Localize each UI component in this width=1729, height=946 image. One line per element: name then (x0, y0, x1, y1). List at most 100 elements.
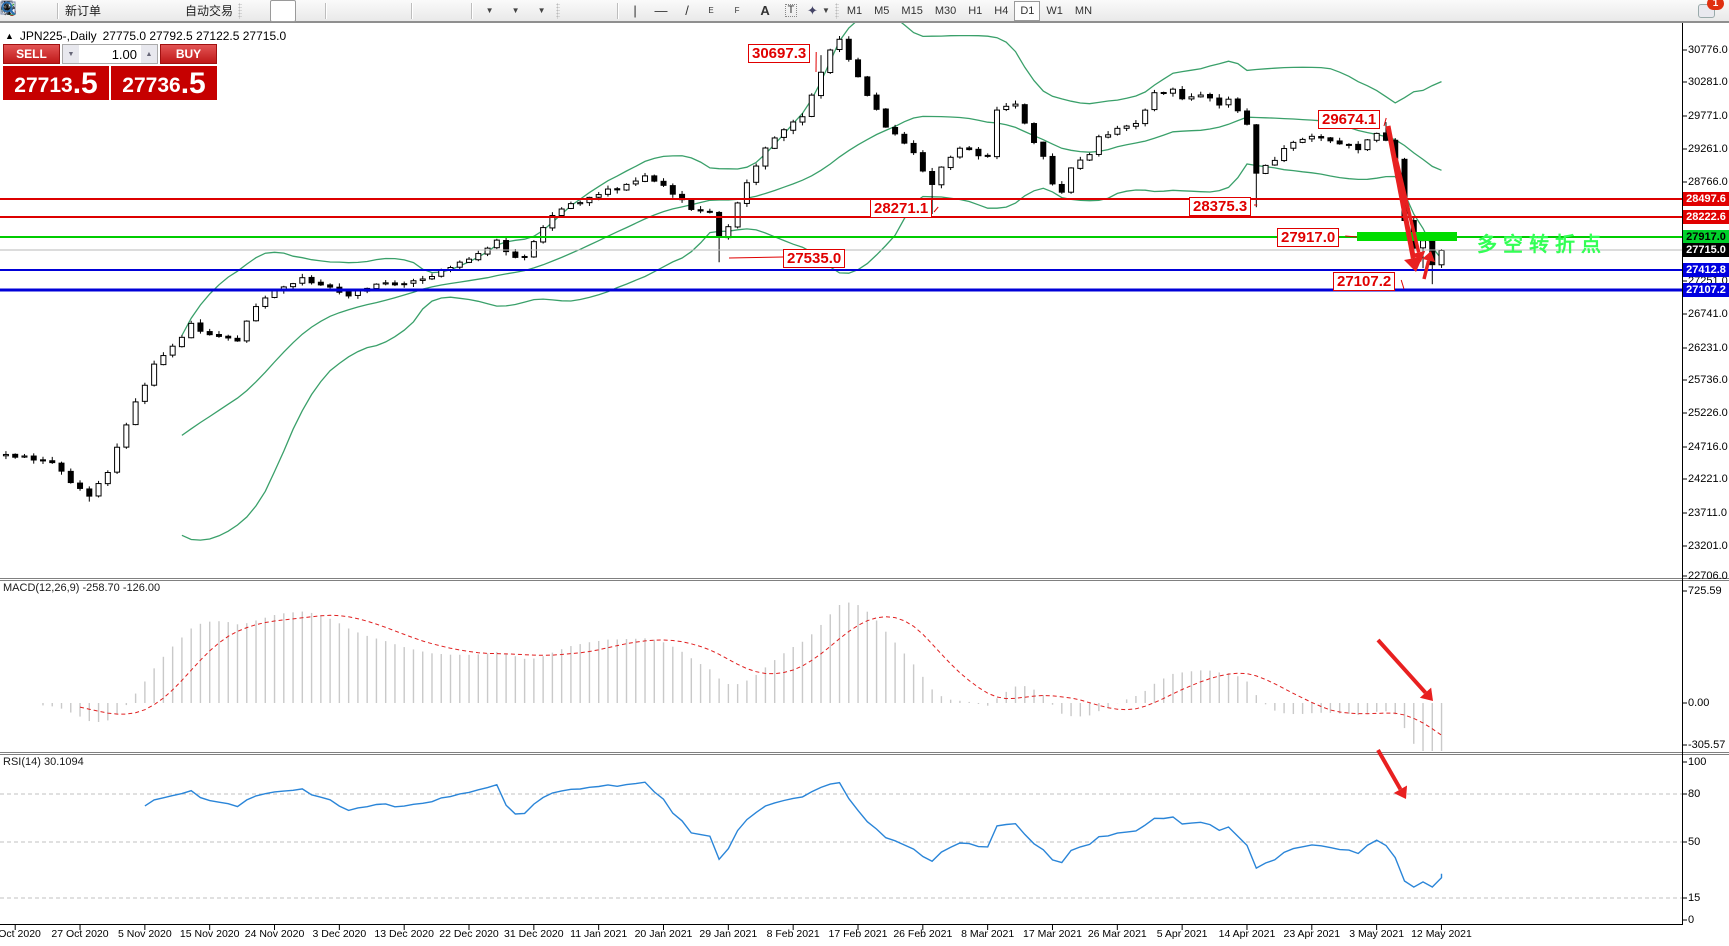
trendline-tool-button[interactable]: / (674, 0, 700, 22)
annotation-box[interactable]: 28271.1 (870, 199, 933, 218)
indicators-caret-icon[interactable]: ▼ (485, 6, 494, 15)
rsi-tick-label: 15 (1688, 892, 1701, 904)
date-label: 8 Mar 2021 (961, 928, 1015, 940)
toolbar-grip (834, 2, 839, 19)
expert-advisors-button[interactable] (0, 0, 156, 22)
shapes-icon: ✦ (807, 3, 818, 18)
date-label: 12 May 2021 (1411, 928, 1472, 940)
date-label: 3 May 2021 (1349, 928, 1405, 940)
macd-tick-label: 725.59 (1688, 585, 1722, 597)
periods-caret-icon[interactable]: ▼ (511, 6, 520, 15)
rsi-tick-label: 100 (1688, 756, 1707, 768)
annotation-box[interactable]: 30697.3 (748, 44, 811, 63)
toolbar-separator (57, 2, 59, 19)
tf-button-h1[interactable]: H1 (968, 4, 983, 17)
toolbar-grip (556, 2, 561, 19)
buy-price-int: 27736 (122, 74, 181, 97)
price-badge: 27715.0 (1683, 243, 1729, 257)
date-label: 3 Dec 2020 (312, 928, 367, 940)
date-label: 5 Apr 2021 (1156, 928, 1208, 940)
price-tick-label: 23201.0 (1688, 540, 1728, 552)
templates-button[interactable]: ▼ (0, 0, 554, 22)
date-label: 24 Nov 2020 (244, 928, 305, 940)
sell-price-int: 27713 (14, 74, 73, 97)
text-label-tool-button[interactable]: T (778, 0, 804, 22)
toolbar-separator (617, 2, 620, 19)
chart-ohlc-header: ▲ JPN225-,Daily 27775.0 27792.5 27122.5 … (5, 29, 286, 43)
price-tick-label: 25226.0 (1688, 407, 1728, 419)
price-tick-label: 24221.0 (1688, 473, 1728, 485)
price-tick-label: 29261.0 (1688, 143, 1728, 155)
date-label: 17 Feb 2021 (828, 928, 888, 940)
date-label: 23 Apr 2021 (1283, 928, 1341, 940)
toolbar-separator (325, 2, 328, 19)
tile-windows-button[interactable] (1, 0, 408, 22)
tf-button-w1[interactable]: W1 (1046, 4, 1063, 17)
collapse-panel-icon[interactable]: ▲ (5, 31, 14, 41)
search-icon (1, 1, 16, 16)
auto-scroll-button[interactable] (2, 0, 442, 22)
templates-caret-icon[interactable]: ▼ (537, 6, 546, 15)
periods-button[interactable]: ▼ (1, 0, 528, 22)
market-watch-button[interactable] (0, 0, 130, 22)
horizontal-line-tool-button[interactable]: — (648, 0, 674, 22)
sell-button[interactable]: SELL (3, 44, 60, 64)
tf-button-m15[interactable]: M15 (901, 4, 923, 17)
fibonacci-tool-button[interactable]: F (1, 0, 752, 22)
volume-increase-button[interactable]: ▲ (141, 45, 157, 63)
buy-button[interactable]: BUY (160, 44, 217, 64)
rsi-label: RSI(14) 30.1094 (3, 756, 84, 768)
price-tick-label: 23711.0 (1688, 507, 1727, 519)
sell-price-dec: .5 (72, 67, 98, 100)
signals-button[interactable] (1, 0, 182, 22)
tf-button-m1[interactable]: M1 (846, 4, 863, 17)
annotation-box[interactable]: 28375.3 (1189, 197, 1252, 216)
new-order-label: 新订单 (65, 4, 102, 18)
indicators-button[interactable]: ▼ (0, 0, 502, 22)
annotation-box[interactable]: 27917.0 (1277, 228, 1340, 247)
tf-button-d1[interactable]: D1 (1014, 0, 1041, 21)
candlestick-mode-button[interactable] (2, 0, 297, 22)
bar-chart-mode-button[interactable] (1, 0, 270, 22)
annotation-box[interactable]: 29674.1 (1318, 110, 1381, 129)
auto-trading-label: 自动交易 (185, 4, 234, 18)
notifications-button[interactable]: 1 (1693, 0, 1724, 22)
tf-button-m5[interactable]: M5 (874, 4, 890, 17)
trendline-icon: / (685, 3, 689, 18)
arrows-caret-icon[interactable]: ▼ (821, 6, 830, 15)
auto-trading-button[interactable]: 自动交易 (0, 0, 236, 22)
price-tick-label: 26231.0 (1688, 342, 1728, 354)
cursor-tool-button[interactable] (4, 0, 588, 22)
date-label: 8 Feb 2021 (766, 928, 820, 940)
annotation-box[interactable]: 27535.0 (783, 249, 846, 268)
annotation-box[interactable]: 27107.2 (1333, 272, 1396, 291)
new-order-button[interactable]: 新订单 (1, 0, 104, 22)
channel-tool-button[interactable]: E (0, 0, 726, 22)
profiles-button[interactable] (0, 0, 54, 22)
text-tool-button[interactable]: A (752, 0, 778, 22)
zoom-out-button[interactable] (2, 0, 382, 22)
date-label: 26 Feb 2021 (893, 928, 953, 940)
note-text-annotation[interactable]: 多空转折点 (1477, 234, 1607, 256)
tf-button-mn[interactable]: MN (1074, 4, 1093, 17)
line-chart-mode-button[interactable] (0, 0, 322, 22)
buy-price[interactable]: 27736 .5 (111, 66, 217, 100)
price-badge: 28497.6 (1683, 192, 1729, 206)
arrows-tool-button[interactable]: ✦ ▼ (804, 0, 833, 22)
sell-price[interactable]: 27713 .5 (3, 66, 109, 100)
chart-shift-button[interactable] (2, 0, 468, 22)
tf-button-h4[interactable]: H4 (994, 4, 1009, 17)
rsi-tick-label: 50 (1688, 836, 1701, 848)
tf-button-m30[interactable]: M30 (934, 4, 957, 17)
price-badge: 27412.8 (1683, 263, 1729, 277)
price-badge: 27107.2 (1683, 283, 1729, 297)
search-button[interactable] (1, 0, 1693, 22)
vertical-line-tool-button[interactable]: | (622, 0, 648, 22)
vertical-line-icon: | (633, 3, 637, 18)
zoom-in-button[interactable] (2, 0, 356, 22)
crosshair-tool-button[interactable] (1, 0, 614, 22)
volume-decrease-button[interactable]: ▼ (63, 45, 79, 63)
volume-input[interactable] (79, 45, 141, 63)
fibo-letter: F (734, 6, 740, 15)
